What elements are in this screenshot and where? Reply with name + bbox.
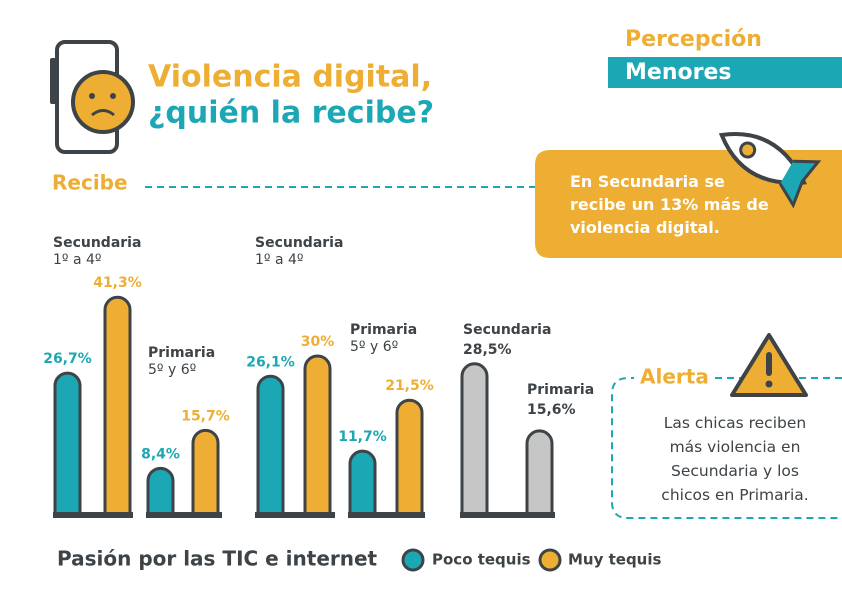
value-label: 8,4%	[141, 446, 180, 462]
value-label: 30%	[301, 334, 335, 350]
phone-button	[50, 58, 57, 104]
value-label: 11,7%	[338, 429, 387, 445]
legend-swatch	[401, 548, 425, 572]
value-label: 26,1%	[246, 354, 295, 370]
baseline	[460, 512, 555, 518]
value-label: 26,7%	[43, 351, 92, 367]
rocket-icon	[718, 132, 822, 209]
value-label: 15,7%	[181, 408, 230, 424]
bar	[256, 374, 285, 512]
category-label: Primaria	[350, 322, 417, 338]
bar	[460, 362, 489, 512]
eye	[89, 93, 95, 99]
legend-title: Pasión por las TIC e internet	[57, 547, 378, 571]
value-label: 15,6%	[527, 402, 576, 418]
category-label: Primaria	[148, 345, 215, 361]
category-sublabel: 1º a 4º	[53, 252, 102, 268]
legend-label: Poco tequis	[432, 551, 531, 569]
legend-label: Muy tequis	[568, 551, 662, 569]
legend: Poco tequis Muy tequis	[401, 548, 662, 572]
warning-mark	[766, 352, 772, 376]
section-label: Recibe	[52, 171, 128, 195]
alert-title: Alerta	[640, 365, 709, 389]
baseline	[146, 512, 222, 518]
title: Violencia digital,	[148, 60, 432, 95]
bar	[303, 354, 332, 512]
bar	[103, 295, 132, 512]
sad-face	[71, 70, 135, 134]
bar	[53, 371, 82, 512]
bar	[191, 428, 220, 512]
category-sublabel: 1º a 4º	[255, 252, 304, 268]
bar	[395, 398, 424, 512]
category-label: Primaria	[527, 382, 594, 398]
category: Percepción	[625, 27, 762, 52]
alert-box	[611, 377, 842, 519]
bar	[146, 466, 175, 512]
category-label: Secundaria	[53, 235, 141, 251]
mouth	[91, 109, 115, 117]
alert-title-bg	[634, 366, 714, 390]
bar	[525, 429, 554, 512]
category-label: Secundaria	[463, 322, 551, 338]
value-label: 21,5%	[385, 378, 434, 394]
title: ¿quién la recibe?	[148, 96, 434, 131]
callout-text: En Secundaria se recibe un 13% más de vi…	[570, 172, 769, 237]
alert-text: Las chicas reciben más violencia en Secu…	[661, 414, 809, 504]
legend-swatch	[538, 548, 562, 572]
category-label: Secundaria	[255, 235, 343, 251]
tag-bg	[608, 57, 842, 88]
baseline	[53, 512, 133, 518]
category-sublabel: 5º y 6º	[148, 362, 196, 378]
tag: Menores	[625, 60, 731, 85]
value-label: 41,3%	[93, 275, 142, 291]
bar	[348, 449, 377, 512]
eye	[110, 93, 116, 99]
baseline	[348, 512, 425, 518]
category-sublabel: 5º y 6º	[350, 339, 398, 355]
baseline	[255, 512, 335, 518]
value-label: 28,5%	[463, 342, 512, 358]
warning-dot	[765, 380, 773, 388]
